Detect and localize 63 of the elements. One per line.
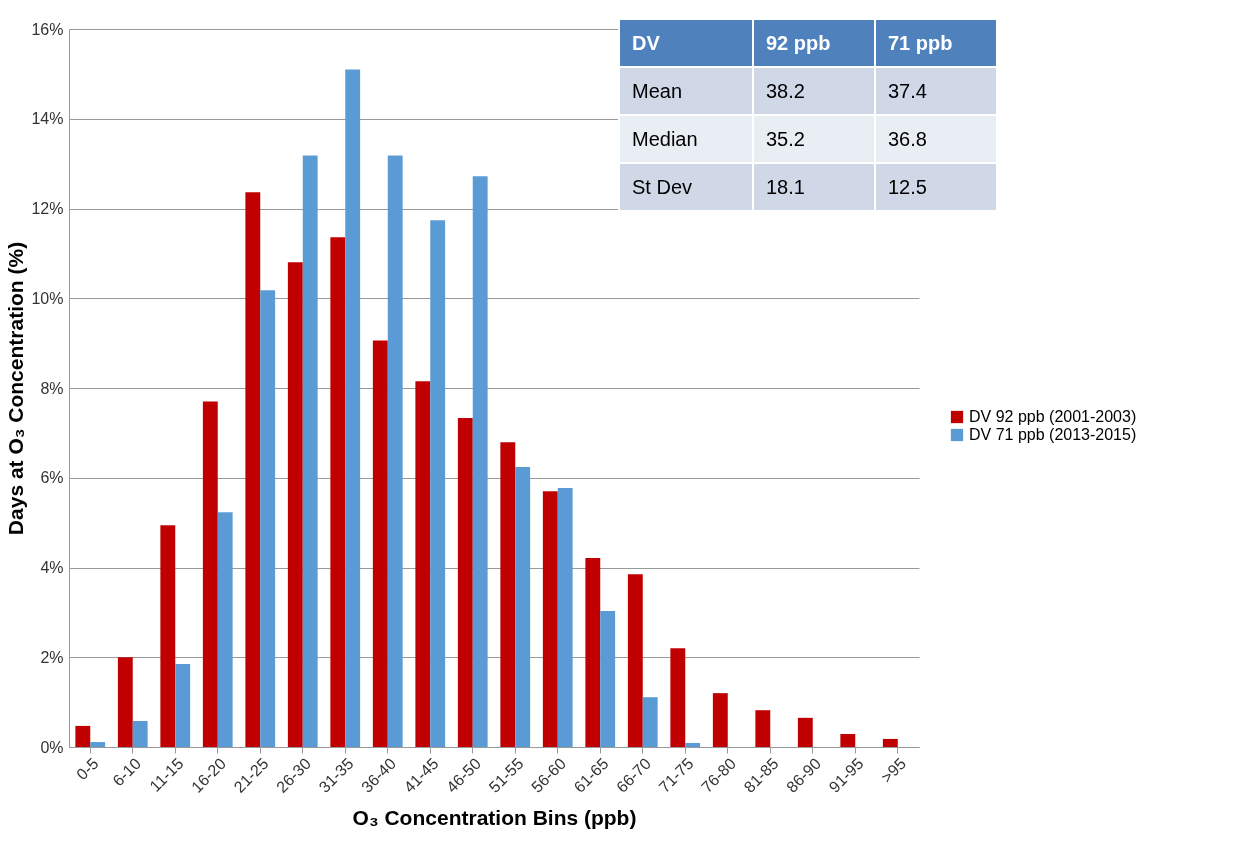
bar	[670, 648, 686, 747]
annotation: 12.5	[875, 163, 997, 211]
x-tick-label: >95	[877, 754, 910, 787]
x-tick-label: 6-10	[109, 754, 145, 790]
bar	[472, 176, 488, 747]
y-tick-label: 12%	[31, 200, 64, 217]
bar	[345, 69, 361, 747]
annotation: DV	[619, 19, 753, 67]
annotation: 37.4	[875, 67, 997, 115]
bar	[260, 290, 276, 747]
bar	[797, 717, 813, 747]
bar	[175, 663, 191, 747]
y-tick-label: 8%	[40, 379, 64, 397]
annotation: 36.8	[875, 115, 997, 163]
bar	[712, 693, 728, 747]
bar	[642, 697, 658, 747]
y-tick-label: 10%	[31, 289, 64, 307]
bar	[557, 488, 573, 747]
y-tick-label: 0%	[40, 738, 64, 756]
y-tick-label: 14%	[31, 110, 64, 128]
bar	[685, 742, 701, 747]
bar	[132, 720, 148, 747]
bar	[75, 725, 91, 747]
bar	[457, 418, 473, 747]
annotation: 35.2	[753, 115, 875, 163]
bar	[90, 742, 106, 747]
bar	[415, 381, 431, 747]
bar	[302, 155, 318, 747]
bar	[430, 220, 446, 747]
bar	[287, 262, 303, 747]
bar	[585, 558, 601, 747]
y-tick-label: 16%	[31, 20, 64, 38]
y-tick-label: 6%	[40, 469, 64, 487]
annotation: St Dev	[619, 163, 753, 211]
bar	[627, 574, 643, 747]
bar	[372, 340, 388, 747]
annotation: 92 ppb	[753, 19, 875, 67]
bar	[755, 710, 771, 747]
bar	[245, 192, 261, 747]
y-axis-title: Days at O₃ Concentration (%)	[4, 241, 28, 536]
annotation: 38.2	[753, 67, 875, 115]
x-axis-title: O₃ Concentration Bins (ppb)	[352, 805, 637, 829]
bar	[160, 525, 176, 747]
x-tick-label: 0-5	[73, 754, 102, 784]
bar	[840, 733, 856, 747]
legend-label: DV 92 ppb (2001-2003)	[969, 408, 1137, 425]
annotation: Median	[619, 115, 753, 163]
bar	[387, 155, 403, 747]
annotation: 18.1	[753, 163, 875, 211]
y-tick-label: 4%	[40, 559, 64, 576]
bar	[882, 738, 898, 747]
bar	[542, 491, 558, 747]
bar	[202, 401, 218, 747]
annotation: 71 ppb	[875, 19, 997, 67]
bar	[515, 466, 531, 747]
y-tick-label: 2%	[40, 648, 64, 666]
bar	[117, 657, 133, 747]
bar	[600, 611, 616, 747]
bar	[217, 512, 233, 747]
annotation: Mean	[619, 67, 753, 115]
bar	[330, 237, 346, 747]
legend-label: DV 71 ppb (2013-2015)	[969, 426, 1137, 443]
bar	[500, 442, 516, 747]
